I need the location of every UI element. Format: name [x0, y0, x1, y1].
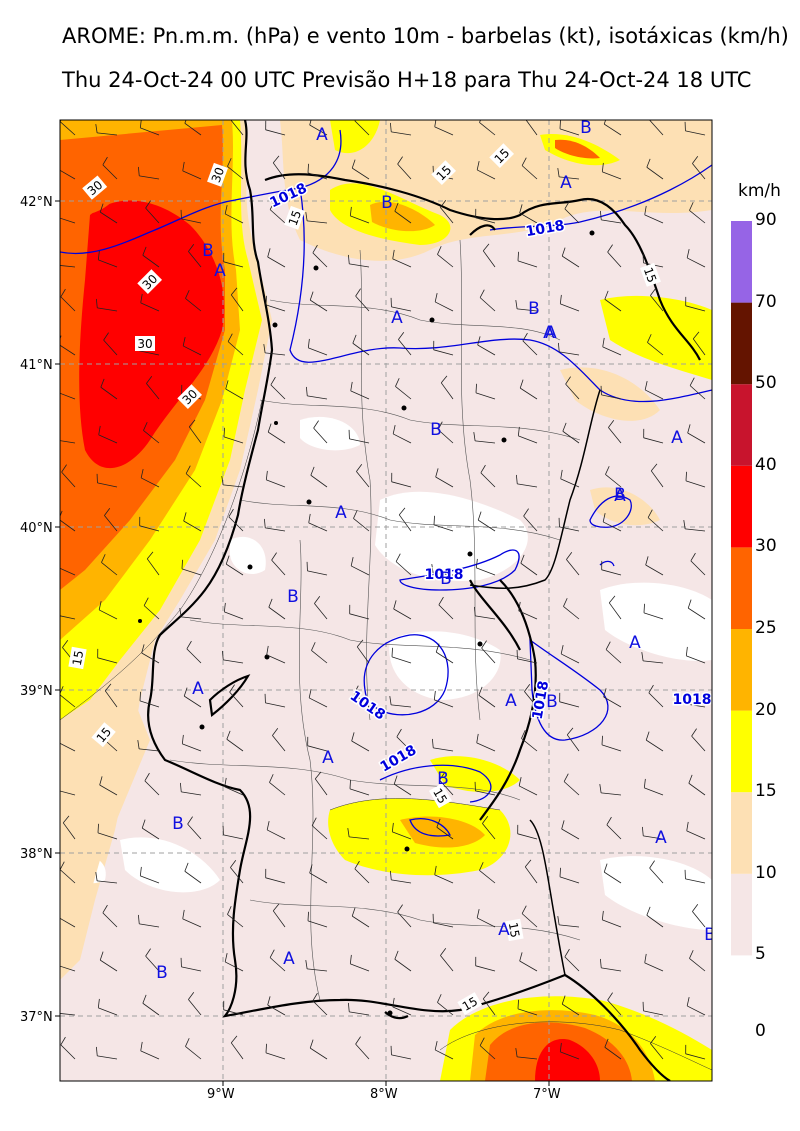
colorbar-swatch: [731, 792, 752, 874]
wind-barbs: [60, 120, 706, 1060]
lat-label: 40°N: [20, 521, 53, 536]
colorbar-swatch: [731, 465, 752, 548]
svg-text:1018: 1018: [673, 692, 712, 708]
isotach-label: 15: [284, 205, 305, 230]
pressure-center-label: A: [498, 920, 510, 940]
pressure-center-label: A: [545, 323, 557, 343]
pressure-center-label: A: [391, 308, 403, 328]
svg-text:15: 15: [286, 208, 304, 227]
colorbar-tick-label: 40: [755, 454, 777, 475]
isotach-label: 15: [68, 646, 87, 670]
svg-text:1018: 1018: [425, 567, 464, 583]
colorbar-tick-label: 90: [755, 210, 777, 230]
coastline: [147, 120, 701, 1081]
pressure-center-label: A: [335, 503, 347, 523]
pressure-center-label: B: [156, 963, 168, 983]
lat-label: 42°N: [20, 195, 53, 210]
pressure-center-label: A: [214, 261, 226, 281]
district-boundaries: [169, 239, 581, 1001]
svg-text:15: 15: [70, 649, 86, 666]
pressure-center-label: A: [671, 428, 683, 448]
colorbar-swatch: [731, 384, 752, 466]
svg-text:15: 15: [641, 265, 659, 284]
pressure-center-label: A: [560, 173, 572, 193]
colorbar-tick-label: 10: [755, 862, 777, 883]
colorbar-tick-label: 0: [755, 1021, 766, 1041]
isobar-label: 1018: [671, 691, 712, 710]
colorbar-tick-label: 15: [755, 781, 777, 802]
pressure-center-label: A: [655, 828, 667, 848]
pressure-center-label: B: [381, 193, 393, 213]
lat-label: 37°N: [20, 1010, 53, 1025]
colorbar-tick-label: 5: [755, 944, 766, 965]
colorbar-tick-label: 50: [755, 373, 777, 394]
isotach-contours: [60, 399, 712, 1071]
border: [469, 389, 601, 976]
pressure-center-label: B: [430, 420, 442, 440]
colorbar-swatch: [731, 221, 752, 303]
svg-text:15: 15: [460, 994, 480, 1014]
pressure-center-label: A: [192, 679, 204, 699]
colorbar-unit: km/h: [738, 181, 781, 201]
isotach-label: 15: [640, 262, 661, 287]
colorbar: [731, 221, 752, 1037]
colorbar-swatch: [731, 710, 752, 793]
svg-text:15: 15: [430, 786, 450, 806]
isobars: [60, 129, 712, 837]
colorbar-tick-label: 30: [755, 536, 777, 557]
colorbar-tick-label: 25: [755, 618, 777, 638]
colorbar-swatch: [731, 873, 752, 956]
pressure-center-label: B: [172, 814, 184, 834]
pressure-center-label: B: [704, 925, 716, 945]
pressure-center-label: B: [202, 241, 214, 261]
pressure-center-label: A: [283, 949, 295, 969]
pressure-center-label: B: [580, 118, 592, 138]
isotach-label: 15: [457, 992, 483, 1016]
colorbar-tick-label: 70: [755, 291, 777, 312]
wind-field-30-40: [79, 200, 225, 469]
lon-label: 9°W: [207, 1087, 235, 1102]
svg-text:30: 30: [137, 337, 152, 351]
svg-text:15: 15: [506, 921, 522, 938]
svg-text:30: 30: [209, 165, 227, 184]
pressure-center-label: B: [528, 299, 540, 319]
pressure-center-label: A: [322, 748, 334, 768]
axis-labels: 42°N 41°N 40°N 39°N 38°N 37°N 9°W 8°W 7°…: [20, 195, 561, 1102]
calm-area: [375, 491, 528, 581]
pressure-center-label: A: [629, 633, 641, 653]
isobar-label: 1018: [423, 566, 465, 585]
colorbar-swatch: [731, 547, 752, 629]
lat-label: 41°N: [20, 358, 53, 373]
axis-ticks: [55, 200, 550, 1086]
map-title: AROME: Pn.m.m. (hPa) e vento 10m - barbe…: [62, 24, 789, 48]
lat-label: 38°N: [20, 847, 53, 862]
colorbar-swatch: [731, 629, 752, 711]
isotach-label: 30: [207, 162, 228, 187]
lon-label: 7°W: [533, 1087, 561, 1102]
pressure-center-label: B: [287, 587, 299, 607]
lon-label: 8°W: [370, 1087, 398, 1102]
pressure-center-label: B: [437, 769, 449, 789]
isotach-label: 15: [428, 783, 452, 809]
colorbar-tick-label: 20: [755, 699, 777, 720]
colorbar-swatch: [731, 955, 752, 1037]
isotach-label: 15: [505, 918, 524, 942]
colorbar-swatch: [731, 302, 752, 385]
lat-label: 39°N: [20, 684, 53, 699]
map-subtitle: Thu 24-Oct-24 00 UTC Previsão H+18 para …: [62, 68, 752, 92]
pressure-center-label: A: [505, 691, 517, 711]
pressure-center-label: A: [316, 125, 328, 145]
isotach-label: 30: [135, 336, 155, 351]
pressure-center-label: B: [546, 692, 558, 712]
pressure-center-label: B: [440, 569, 452, 589]
pressure-center-label: A: [543, 323, 555, 343]
pressure-center-label: B: [614, 485, 626, 505]
city-markers: [138, 230, 595, 1016]
pressure-center-label: A: [614, 486, 626, 506]
